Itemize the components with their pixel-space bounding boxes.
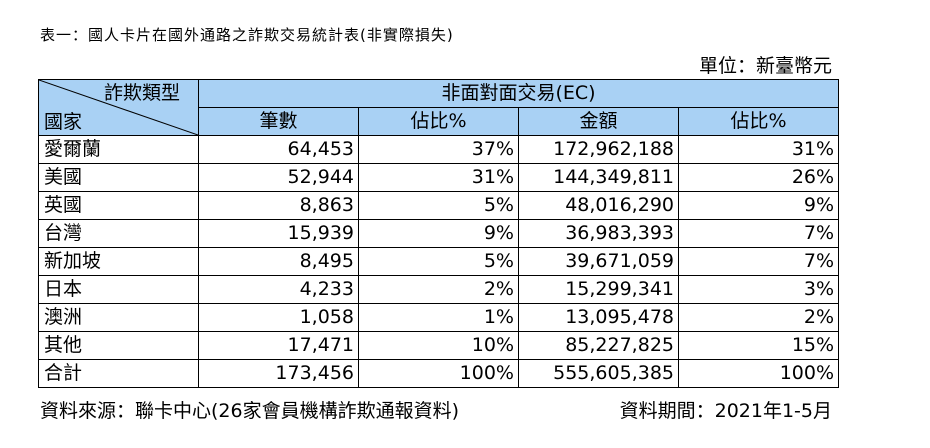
- amount-cell: 85,227,825: [518, 331, 679, 360]
- diagonal-line: [39, 80, 198, 135]
- table-body: 愛爾蘭 64,453 37% 172,962,188 31% 美國 52,944…: [38, 135, 840, 388]
- fraud-type-label: 詐欺類型: [103, 82, 180, 104]
- country-cell: 新加坡: [38, 247, 199, 276]
- count-cell: 4,233: [198, 275, 359, 304]
- count-pct-cell: 1%: [358, 303, 519, 332]
- table-row: 英國 8,863 5% 48,016,290 9%: [38, 191, 840, 220]
- count-cell: 52,944: [198, 163, 359, 192]
- amount-cell: 172,962,188: [518, 135, 679, 164]
- fraud-statistics-table: 詐欺類型 國家 非面對面交易(EC) 筆數 佔比% 金額 佔比% 愛爾蘭 64,…: [38, 79, 840, 388]
- data-period-note: 資料期間：2021年1-5月: [619, 400, 832, 422]
- table-row: 其他 17,471 10% 85,227,825 15%: [38, 331, 840, 360]
- count-pct-cell: 5%: [358, 247, 519, 276]
- table-row: 日本 4,233 2% 15,299,341 3%: [38, 275, 840, 304]
- amount-pct-cell: 31%: [677, 135, 840, 164]
- table-row: 新加坡 8,495 5% 39,671,059 7%: [38, 247, 840, 276]
- group-header-ec: 非面對面交易(EC): [197, 79, 840, 108]
- country-cell: 澳洲: [38, 303, 199, 332]
- amount-pct-cell: 9%: [677, 191, 840, 220]
- column-header-amount-pct: 佔比%: [677, 107, 840, 136]
- count-cell: 15,939: [198, 219, 359, 248]
- total-count-cell: 173,456: [198, 359, 359, 388]
- country-cell: 台灣: [38, 219, 199, 248]
- count-pct-cell: 5%: [358, 191, 519, 220]
- amount-pct-cell: 26%: [677, 163, 840, 192]
- count-cell: 17,471: [198, 331, 359, 360]
- count-pct-cell: 9%: [358, 219, 519, 248]
- table-row: 澳洲 1,058 1% 13,095,478 2%: [38, 303, 840, 332]
- amount-cell: 144,349,811: [518, 163, 679, 192]
- amount-cell: 36,983,393: [518, 219, 679, 248]
- column-header-amount: 金額: [518, 107, 679, 136]
- count-pct-cell: 37%: [358, 135, 519, 164]
- diagonal-header-cell: 詐欺類型 國家: [38, 79, 199, 136]
- table-title: 表一：國人卡片在國外通路之詐欺交易統計表(非實際損失): [40, 26, 454, 44]
- unit-label: 單位：新臺幣元: [698, 55, 832, 77]
- country-cell: 其他: [38, 331, 199, 360]
- table-header: 詐欺類型 國家 非面對面交易(EC) 筆數 佔比% 金額 佔比%: [38, 79, 840, 136]
- table-row: 台灣 15,939 9% 36,983,393 7%: [38, 219, 840, 248]
- amount-pct-cell: 15%: [677, 331, 840, 360]
- total-label-cell: 合計: [38, 359, 199, 388]
- count-pct-cell: 10%: [358, 331, 519, 360]
- column-header-count-pct: 佔比%: [358, 107, 519, 136]
- total-amount-pct-cell: 100%: [677, 359, 840, 388]
- count-cell: 8,495: [198, 247, 359, 276]
- country-label: 國家: [44, 111, 83, 133]
- country-cell: 美國: [38, 163, 199, 192]
- header-row-top: 詐欺類型 國家 非面對面交易(EC): [38, 79, 840, 136]
- total-row: 合計 173,456 100% 555,605,385 100%: [38, 359, 840, 388]
- amount-cell: 48,016,290: [518, 191, 679, 220]
- country-cell: 日本: [38, 275, 199, 304]
- amount-pct-cell: 7%: [677, 219, 840, 248]
- country-cell: 英國: [38, 191, 199, 220]
- data-source-note: 資料來源：聯卡中心(26家會員機構詐欺通報資料): [40, 400, 460, 422]
- total-amount-cell: 555,605,385: [518, 359, 679, 388]
- amount-cell: 39,671,059: [518, 247, 679, 276]
- count-cell: 64,453: [198, 135, 359, 164]
- table-row: 美國 52,944 31% 144,349,811 26%: [38, 163, 840, 192]
- amount-cell: 13,095,478: [518, 303, 679, 332]
- amount-pct-cell: 2%: [677, 303, 840, 332]
- amount-pct-cell: 3%: [677, 275, 840, 304]
- country-cell: 愛爾蘭: [38, 135, 199, 164]
- count-pct-cell: 31%: [358, 163, 519, 192]
- amount-pct-cell: 7%: [677, 247, 840, 276]
- count-cell: 1,058: [198, 303, 359, 332]
- total-count-pct-cell: 100%: [358, 359, 519, 388]
- table-row: 愛爾蘭 64,453 37% 172,962,188 31%: [38, 135, 840, 164]
- count-cell: 8,863: [198, 191, 359, 220]
- amount-cell: 15,299,341: [518, 275, 679, 304]
- column-header-count: 筆數: [198, 107, 359, 136]
- count-pct-cell: 2%: [358, 275, 519, 304]
